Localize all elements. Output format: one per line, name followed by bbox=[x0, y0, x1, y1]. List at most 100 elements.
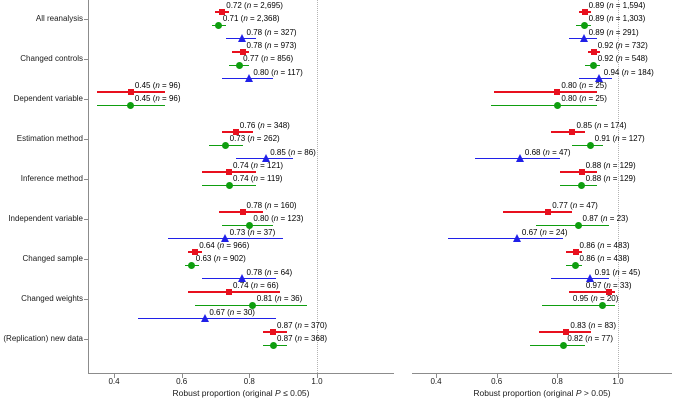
data-point-label-text: 0.71 ( bbox=[222, 14, 244, 24]
data-point-label-text: n bbox=[542, 227, 547, 237]
data-point-label: 0.64 (n = 966) bbox=[199, 241, 249, 250]
data-point-label-text: 0.83 ( bbox=[570, 320, 591, 330]
data-point-label-text: n bbox=[618, 40, 623, 50]
data-point-label: 0.87 (n = 23) bbox=[583, 214, 629, 223]
data-point-marker-triangle bbox=[595, 74, 604, 83]
data-point-label-text: = 184) bbox=[628, 67, 654, 77]
data-point-label-text: = 66) bbox=[257, 280, 279, 290]
data-point-label-text: 0.87 ( bbox=[277, 334, 298, 344]
data-point-label-text: 0.91 ( bbox=[594, 134, 616, 144]
data-point-label-text: n bbox=[606, 280, 611, 290]
data-point-label-text: 0.77 ( bbox=[552, 200, 573, 210]
x-axis-tick-label: 1.0 bbox=[612, 377, 624, 386]
data-point-label-text: n bbox=[263, 54, 269, 64]
data-point-label-text: n bbox=[216, 254, 221, 264]
data-point-label: 0.67 (n = 24) bbox=[522, 228, 568, 237]
data-point-marker-square bbox=[192, 248, 199, 255]
data-point-label: 0.45 (n = 96) bbox=[135, 81, 181, 90]
y-axis-tick bbox=[84, 58, 88, 60]
x-axis-line bbox=[412, 373, 672, 374]
y-axis-spine bbox=[88, 0, 89, 374]
data-point-label-text: n bbox=[277, 294, 282, 304]
data-point-label-text: 0.80 ( bbox=[561, 80, 582, 90]
data-point-marker-circle bbox=[572, 261, 580, 269]
data-point-label-text: = 24) bbox=[546, 227, 568, 237]
data-point-marker-square bbox=[572, 248, 579, 255]
category-label: Changed sample bbox=[22, 254, 83, 264]
data-point-marker-square bbox=[605, 288, 612, 295]
data-point-label: 0.87 (n = 370) bbox=[277, 321, 327, 330]
data-point-label-text: 0.85 ( bbox=[576, 120, 597, 130]
data-point-label-text: n bbox=[603, 214, 608, 224]
x-axis-tick bbox=[181, 374, 183, 378]
x-axis-tick bbox=[436, 374, 437, 378]
data-point-label-text: n bbox=[593, 294, 598, 304]
data-point-label-text: 0.45 ( bbox=[134, 80, 156, 90]
error-bar bbox=[569, 291, 615, 293]
data-point-label-text: = 119) bbox=[257, 174, 283, 184]
x-axis-tick-label: 0.6 bbox=[176, 377, 188, 386]
data-point-label-text: = 438) bbox=[604, 254, 630, 264]
data-point-label-text: = 96) bbox=[159, 80, 181, 90]
data-point-label-text: = 2,368) bbox=[247, 14, 280, 24]
data-point-label-text: 0.73 ( bbox=[229, 134, 251, 144]
data-point-label-text: n bbox=[273, 214, 279, 224]
data-point-label-text: = 548) bbox=[622, 54, 648, 64]
x-axis-tick bbox=[316, 374, 318, 378]
data-point-marker-square bbox=[569, 128, 576, 135]
x-axis-tick-label: 0.4 bbox=[430, 377, 442, 386]
data-point-marker-square bbox=[239, 208, 246, 215]
category-label: Estimation method bbox=[16, 134, 83, 144]
data-point-marker-square bbox=[590, 48, 597, 55]
data-point-marker-circle bbox=[127, 101, 135, 109]
data-point-label: 0.71 (n = 2,368) bbox=[223, 14, 280, 23]
data-point-label-text: 0.85 ( bbox=[270, 147, 291, 157]
data-point-label-text: = 30) bbox=[234, 307, 255, 317]
data-point-label-text: n bbox=[609, 1, 614, 10]
error-bar bbox=[188, 291, 280, 293]
data-point-marker-triangle bbox=[238, 34, 247, 43]
data-point-label-text: 0.91 ( bbox=[594, 267, 616, 277]
data-point-label-text: = 129) bbox=[610, 174, 636, 184]
data-point-label-text: 0.89 ( bbox=[588, 14, 610, 24]
data-point-label-text: n bbox=[253, 174, 258, 184]
data-point-label-text: n bbox=[572, 200, 578, 210]
data-point-label-text: 0.76 ( bbox=[239, 120, 261, 130]
data-point-label: 0.82 (n = 77) bbox=[567, 334, 613, 343]
data-point-label: 0.80 (n = 123) bbox=[253, 214, 303, 223]
reference-line bbox=[316, 0, 318, 373]
data-point-label-text: 0.92 ( bbox=[597, 54, 619, 64]
error-bar bbox=[560, 171, 597, 173]
data-point-label-text: n bbox=[243, 14, 248, 24]
data-point-label-text: 0.89 ( bbox=[588, 27, 610, 37]
data-point-label: 0.94 (n = 184) bbox=[604, 68, 654, 77]
data-point-marker-circle bbox=[235, 61, 243, 69]
data-point-label-text: n bbox=[581, 94, 587, 104]
data-point-label-text: n bbox=[297, 320, 302, 330]
data-point-label-text: 0.89 ( bbox=[588, 1, 610, 10]
data-point-label-text: n bbox=[250, 227, 255, 237]
data-point-marker-circle bbox=[225, 181, 233, 189]
data-point-marker-circle bbox=[269, 341, 277, 349]
data-point-label-text: = 966) bbox=[224, 240, 250, 250]
data-point-label-text: 0.63 ( bbox=[195, 254, 217, 264]
data-point-marker-circle bbox=[215, 21, 223, 29]
data-point-label: 0.89 (n = 1,594) bbox=[589, 1, 646, 10]
data-point-label-text: = 121) bbox=[257, 160, 284, 170]
data-point-label: 0.78 (n = 64) bbox=[247, 268, 293, 277]
data-point-label-text: 0.87 ( bbox=[582, 214, 604, 224]
data-point-label-text: 0.97 ( bbox=[585, 280, 607, 290]
data-point-marker-circle bbox=[188, 261, 196, 269]
data-point-label-text: = 117) bbox=[278, 67, 303, 77]
data-point-label: 0.74 (n = 66) bbox=[233, 281, 279, 290]
data-point-label-text: = 732) bbox=[622, 40, 648, 50]
data-point-label-text: = 1,303) bbox=[613, 14, 646, 24]
x-axis-title-left-suffix: ≤ 0.05) bbox=[280, 388, 310, 398]
y-axis-tick bbox=[84, 218, 88, 220]
x-axis-tick bbox=[617, 374, 619, 378]
data-point-label-text: n bbox=[596, 120, 602, 130]
data-point-label-text: 0.92 ( bbox=[597, 40, 619, 50]
data-point-label-text: 0.78 ( bbox=[246, 200, 268, 210]
data-point-label: 0.78 (n = 327) bbox=[247, 28, 297, 37]
data-point-label-text: = 2,695) bbox=[251, 1, 283, 10]
